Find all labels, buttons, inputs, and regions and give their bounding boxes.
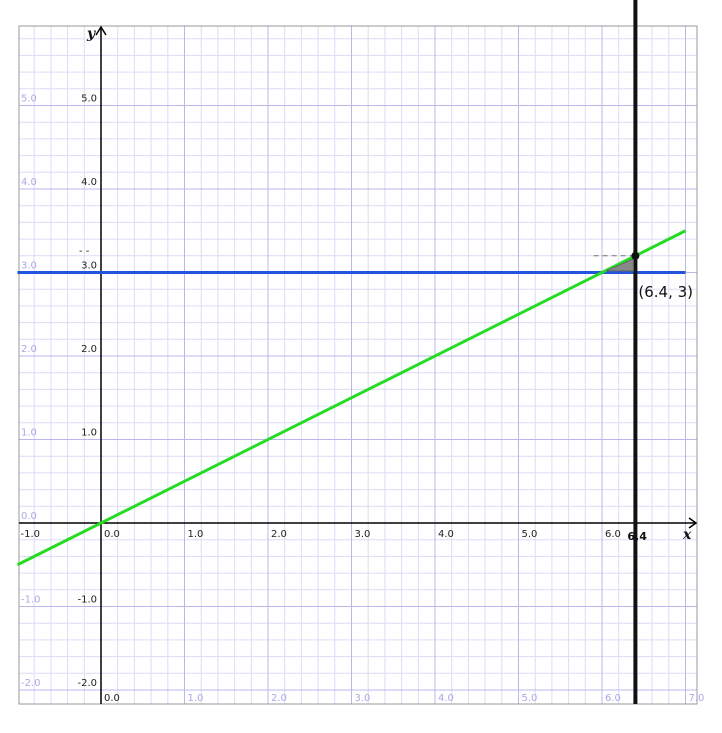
y-axis-arrow-icon — [95, 25, 107, 36]
plot-frame — [18, 25, 698, 705]
y-tick-label-left: 3.0 — [21, 261, 37, 272]
y-tick-label-left: -1.0 — [21, 595, 41, 606]
x-tick-label-bottom: 5.0 — [522, 693, 538, 704]
x-tick-label-bottom: 1.0 — [188, 693, 204, 704]
x-tick-label: 0.0 — [104, 529, 120, 540]
x-tick-label: -1.0 — [21, 529, 41, 540]
y-tick-label: 5.0 — [81, 94, 97, 105]
x-tick-label-bottom: 2.0 — [271, 693, 287, 704]
x-tick-label-bottom: 4.0 — [438, 693, 454, 704]
y-tick-label-left: 5.0 — [21, 94, 37, 105]
x-axis-arrow-icon — [688, 517, 698, 529]
axes: xy — [19, 25, 698, 704]
x-tick-label: 3.0 — [355, 529, 371, 540]
y-tick-label: 3.0 — [81, 261, 97, 272]
tick-labels: -1.0 0.0 1.0 2.0 3.0 4.0 5.0 6.0 0.0 1.0 2.0 3.0 4.0… — [21, 94, 705, 705]
y-tick-label: -1.0 — [77, 595, 97, 606]
y-guide-tick-label: - - — [79, 246, 90, 257]
x-tick-label: 4.0 — [438, 529, 454, 540]
x-tick-label: 1.0 — [188, 529, 204, 540]
annotations: 6,4 (6.4, 3) - - — [79, 0, 693, 704]
x-tick-label: 2.0 — [271, 529, 287, 540]
point-label: (6.4, 3) — [638, 283, 693, 301]
y-tick-label: -2.0 — [77, 678, 97, 689]
y-tick-label-left: 1.0 — [21, 428, 37, 439]
y-tick-label-left: 0.0 — [21, 511, 37, 522]
point-marker — [631, 251, 640, 260]
x-axis-name: x — [682, 527, 692, 543]
slope-marker-icon — [605, 258, 634, 272]
y-tick-label-left: 2.0 — [21, 344, 37, 355]
y-tick-label-left: 4.0 — [21, 177, 37, 188]
series-line-2 — [16, 229, 687, 567]
vertical-line-label: 6,4 — [627, 530, 647, 543]
x-tick-label-bottom: 3.0 — [355, 693, 371, 704]
x-tick-label: 5.0 — [522, 529, 538, 540]
x-tick-label-bottom: 7.0 — [689, 693, 705, 704]
y-tick-label-left: -2.0 — [21, 678, 41, 689]
minor-grid — [19, 26, 697, 704]
y-tick-label: 1.0 — [81, 428, 97, 439]
series-layer — [16, 229, 687, 567]
x-tick-label-bottom: 0.0 — [104, 693, 120, 704]
x-tick-label: 6.0 — [605, 529, 621, 540]
y-tick-label: 4.0 — [81, 177, 97, 188]
x-tick-label-bottom: 6.0 — [605, 693, 621, 704]
y-tick-label: 2.0 — [81, 344, 97, 355]
plot-area — [19, 26, 697, 704]
y-axis-name: y — [86, 26, 96, 42]
